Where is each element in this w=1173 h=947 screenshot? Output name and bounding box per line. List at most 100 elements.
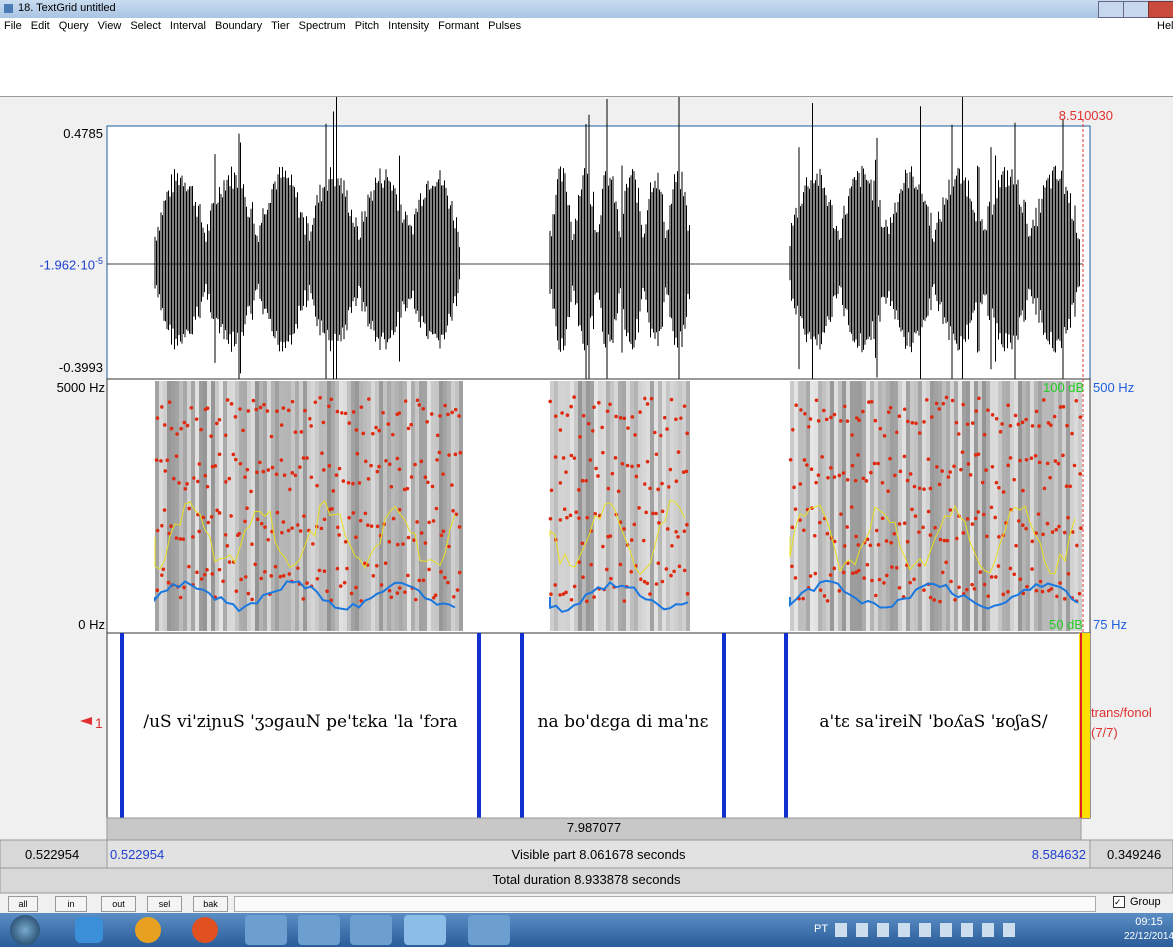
formant-dot — [230, 402, 234, 406]
menu-item[interactable]: Query — [59, 20, 89, 32]
formant-dot — [617, 489, 621, 493]
taskbar-icon[interactable] — [245, 915, 287, 945]
clock-time[interactable]: 09:15 — [1128, 916, 1170, 928]
formant-dot — [903, 407, 907, 411]
visible-part[interactable]: Visible part 8.061678 seconds — [107, 847, 1090, 862]
app-icon — [4, 4, 13, 13]
menu-item[interactable]: View — [98, 20, 122, 32]
formant-dot — [347, 421, 351, 425]
formant-dot — [1057, 462, 1061, 466]
taskbar-icon[interactable] — [404, 915, 446, 945]
spectrogram-column — [371, 381, 375, 631]
menu-item[interactable]: Edit — [31, 20, 50, 32]
formant-dot — [1049, 423, 1053, 427]
formant-dot — [425, 420, 429, 424]
formant-dot — [239, 578, 243, 582]
taskbar-icon[interactable] — [298, 915, 340, 945]
formant-dot — [303, 409, 307, 413]
formant-dot — [352, 410, 356, 414]
interval-text[interactable]: a'tɛ sa'ireiN 'boʎaS 'ʁoʃaS/ — [786, 712, 1081, 732]
button[interactable]: out — [101, 896, 136, 912]
formant-dot — [817, 419, 821, 423]
visible-left[interactable]: 0.522954 — [25, 847, 79, 862]
spectrogram-column — [578, 381, 582, 631]
menu-item[interactable]: Select — [130, 20, 161, 32]
formant-dot — [305, 581, 309, 585]
menu-item[interactable]: Tier — [271, 20, 290, 32]
formant-dot — [669, 574, 673, 578]
formant-dot — [922, 420, 926, 424]
close-button[interactable] — [1148, 1, 1173, 18]
formant-dot — [661, 580, 665, 584]
button[interactable]: all — [8, 896, 38, 912]
menu-item[interactable]: File — [4, 20, 22, 32]
formant-dot — [870, 579, 874, 583]
spectrogram-column — [187, 381, 191, 631]
menu-item[interactable]: Interval — [170, 20, 206, 32]
formant-dot — [1065, 424, 1069, 428]
taskbar-icon[interactable] — [192, 917, 218, 943]
taskbar-icon[interactable] — [350, 915, 392, 945]
clock-date[interactable]: 22/12/2014 — [1124, 931, 1173, 942]
formant-dot — [983, 583, 987, 587]
spectrogram-column — [439, 381, 443, 631]
menu-item[interactable]: Boundary — [215, 20, 262, 32]
button[interactable]: in — [55, 896, 87, 912]
formant-dot — [632, 523, 636, 527]
formant-dot — [415, 520, 419, 524]
formant-dot — [665, 567, 669, 571]
minimize-button[interactable] — [1098, 1, 1124, 18]
formant-dot — [322, 468, 326, 472]
formant-dot — [570, 598, 574, 602]
formant-dot — [997, 564, 1001, 568]
menu-item[interactable]: Pitch — [355, 20, 379, 32]
formant-dot — [314, 400, 318, 404]
formant-dot — [638, 410, 642, 414]
formant-dot — [352, 511, 356, 515]
visible-right[interactable]: 0.349246 — [1107, 847, 1161, 862]
formant-dot — [608, 402, 612, 406]
formant-dot — [976, 510, 980, 514]
start-button[interactable] — [10, 915, 40, 945]
menu-item[interactable]: Formant — [438, 20, 479, 32]
formant-dot — [592, 405, 596, 409]
button[interactable]: sel — [147, 896, 182, 912]
menu-item[interactable]: Hel — [1157, 20, 1173, 32]
interval-text[interactable]: na bo'dɛga di ma'nɛ — [522, 712, 724, 732]
formant-dot — [621, 462, 625, 466]
formant-dot — [966, 517, 970, 521]
formant-dot — [983, 433, 987, 437]
formant-dot — [305, 456, 309, 460]
formant-dot — [674, 530, 678, 534]
formant-dot — [215, 509, 219, 513]
total-duration[interactable]: Total duration 8.933878 seconds — [0, 872, 1173, 887]
formant-dot — [879, 427, 883, 431]
taskbar-icon[interactable] — [135, 917, 161, 943]
formant-dot — [263, 570, 267, 574]
menu-item[interactable]: Spectrum — [299, 20, 346, 32]
formant-dot — [182, 586, 186, 590]
interval-text[interactable]: /uS vi'ziɲuS 'ʒɔgauN pe'tɛka 'la 'fɔra — [122, 712, 479, 732]
formant-dot — [570, 454, 574, 458]
language[interactable]: PT — [814, 923, 828, 935]
taskbar-icon[interactable] — [468, 915, 510, 945]
formant-dot — [167, 581, 171, 585]
menu-item[interactable]: Pulses — [488, 20, 521, 32]
formant-dot — [1063, 531, 1067, 535]
menu-item[interactable]: Intensity — [388, 20, 429, 32]
button[interactable]: bak — [193, 896, 228, 912]
taskbar-icon[interactable] — [75, 917, 103, 943]
tray-icons[interactable] — [835, 923, 1015, 937]
formant-dot — [592, 595, 596, 599]
formant-dot — [846, 478, 850, 482]
scrollbar[interactable] — [234, 896, 1096, 912]
formant-dot — [218, 568, 222, 572]
formant-dot — [569, 514, 573, 518]
spectrogram-column — [203, 381, 207, 631]
formant-dot — [672, 570, 676, 574]
formant-dot — [898, 522, 902, 526]
group-checkbox[interactable]: ✓ — [1113, 896, 1125, 908]
formant-dot — [1019, 577, 1023, 581]
formant-dot — [961, 450, 965, 454]
maximize-button[interactable] — [1123, 1, 1149, 18]
